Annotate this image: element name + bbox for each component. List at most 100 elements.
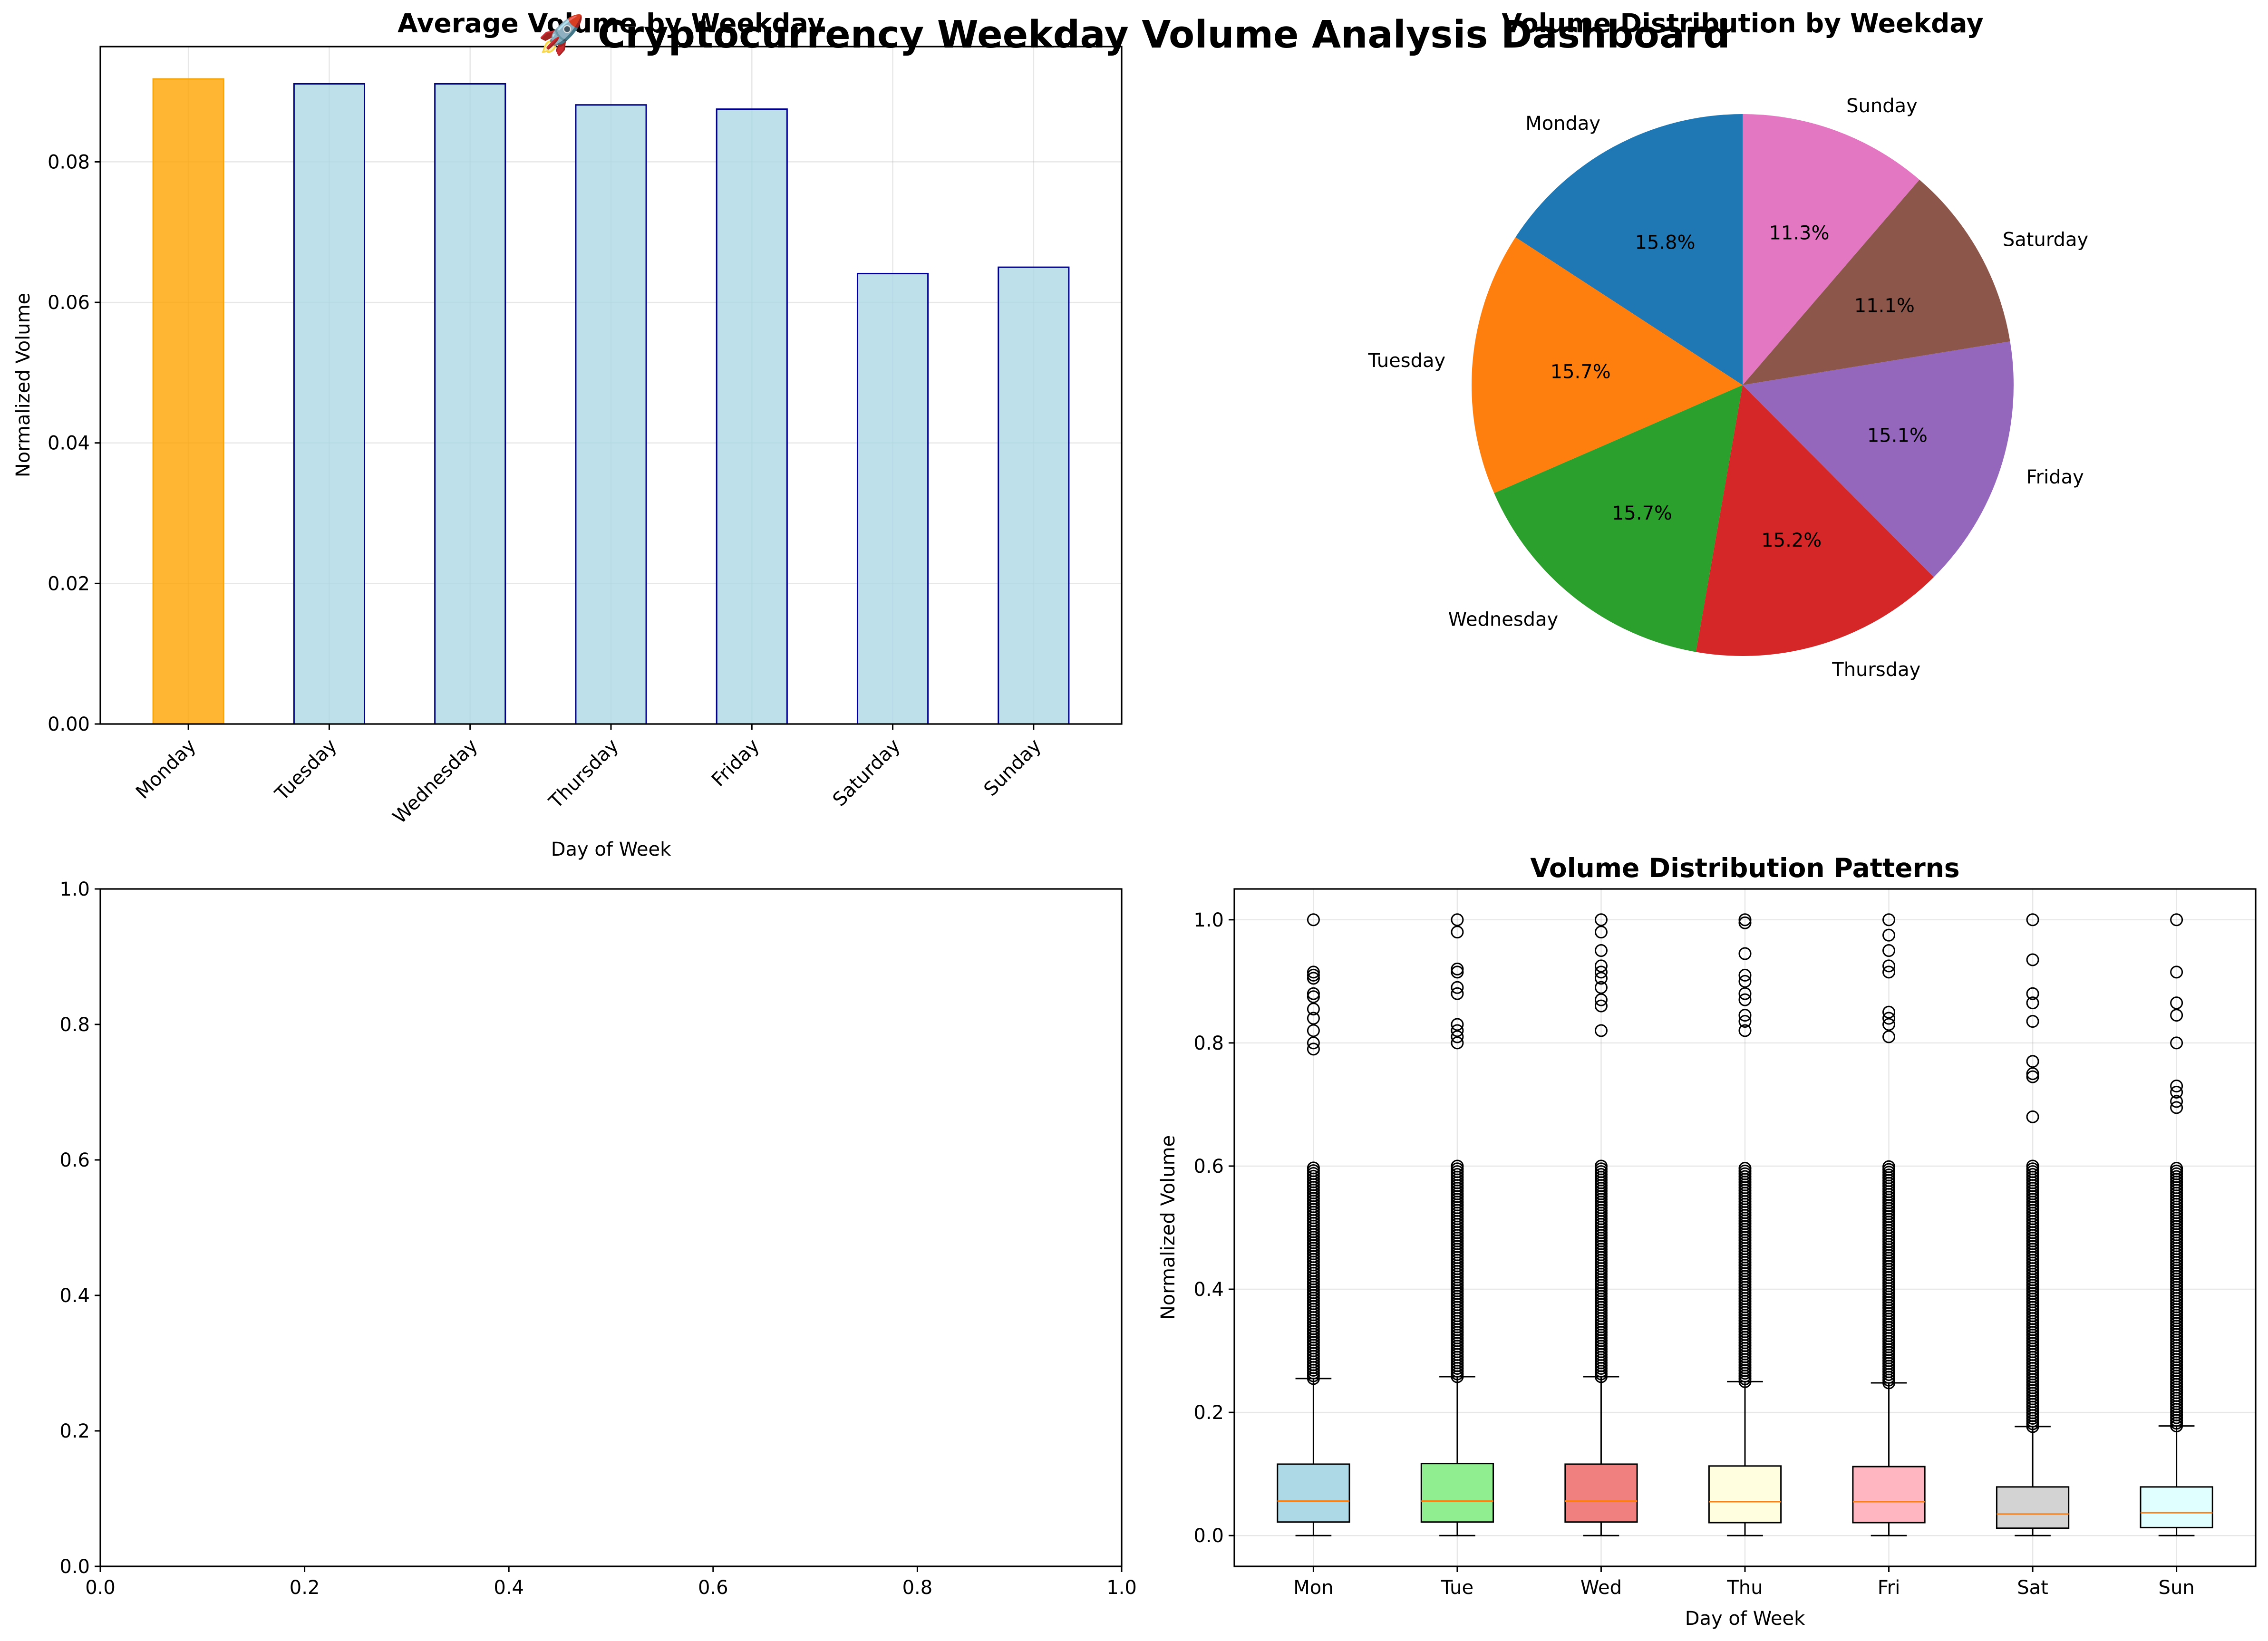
box-outlier [1738, 1009, 1752, 1022]
box-outlier [1307, 1036, 1320, 1050]
box-outlier [1882, 913, 1896, 927]
pie-percent-label: 15.2% [1761, 530, 1822, 551]
pie-slice-friday [1743, 341, 2014, 578]
box-plot-xtick-label: Thu [1726, 1577, 1763, 1599]
bar-chart-xtick-label: Wednesday [389, 735, 482, 828]
box-plot-ytick-label: 0.6 [1193, 1156, 1224, 1178]
empty-axes-ytick-label: 1.0 [59, 878, 90, 900]
box-outlier [1594, 944, 1608, 957]
box-plot-ytick-label: 0.2 [1193, 1402, 1224, 1424]
box-outlier [1738, 913, 1752, 927]
box-outlier [2170, 1036, 2183, 1050]
pie-category-label: Saturday [2003, 229, 2088, 251]
box-iqr [1564, 1463, 1638, 1523]
box-outlier [2026, 987, 2039, 1000]
empty-axes-xtick-label: 0.2 [290, 1577, 320, 1599]
pie-category-label: Wednesday [1448, 609, 1559, 631]
box-plot-xtick-label: Sat [2017, 1577, 2048, 1599]
box-outlier [1451, 1024, 1464, 1037]
box-outlier [2026, 1055, 2039, 1068]
empty-axes-xtick-label: 0.8 [902, 1577, 933, 1599]
box-tue [1420, 913, 1494, 1536]
box-outlier [2170, 1080, 2183, 1093]
box-plot-xtick-label: Tue [1441, 1577, 1473, 1599]
box-outlier [1738, 987, 1752, 1000]
dashboard-title: 🚀 Cryptocurrency Weekday Volume Analysis… [538, 13, 1730, 57]
pie-slice-monday [1515, 114, 1743, 385]
box-outlier [2170, 965, 2183, 979]
box-sat [1996, 913, 2070, 1536]
pie-chart-title: Volume Distribution by Weekday [1502, 8, 1983, 39]
box-thu [1708, 913, 1782, 1536]
box-outlier [1738, 975, 1752, 988]
box-outlier [2170, 1095, 2183, 1108]
box-plot-title: Volume Distribution Patterns [1530, 853, 1959, 883]
bar-chart-xtick-label: Thursday [544, 735, 623, 813]
bar-chart-xtick-label: Friday [708, 735, 764, 791]
bar-chart-ylabel: Normalized Volume [12, 293, 34, 477]
pie-category-label: Friday [2026, 466, 2084, 488]
box-iqr [1420, 1463, 1494, 1523]
bar-friday [716, 108, 788, 725]
bar-chart-panel: 0.00 0.02 0.04 0.06 0.08 Monday Tuesday Wednes… [12, 8, 1123, 860]
pie-category-label: Tuesday [1367, 350, 1445, 372]
box-outlier [2170, 1086, 2183, 1099]
box-plot-xtick-label: Wed [1580, 1577, 1622, 1599]
box-outlier [2026, 996, 2039, 1010]
box-outlier [1738, 1015, 1752, 1028]
box-plot-ytick-label: 1.0 [1193, 909, 1224, 931]
box-fri [1852, 913, 1926, 1536]
box-iqr [2140, 1486, 2213, 1528]
bar-chart-ytick-label: 0.02 [48, 573, 90, 595]
empty-axes-xtick-label: 0.6 [698, 1577, 728, 1599]
bar-chart-ytick-label: 0.04 [48, 433, 90, 454]
box-outlier [1594, 1024, 1608, 1037]
box-outlier [1738, 993, 1752, 1006]
box-plot-xtick-label: Sun [2159, 1577, 2195, 1599]
empty-axes-xtick-label: 0.4 [494, 1577, 524, 1599]
bar-chart-xlabel: Day of Week [551, 839, 671, 860]
pie-percent-label: 15.7% [1612, 502, 1672, 524]
box-outlier [1594, 981, 1608, 994]
box-outlier [1307, 1024, 1320, 1037]
box-outlier [1594, 965, 1608, 979]
box-plot-ytick-label: 0.8 [1193, 1033, 1224, 1054]
box-plot-xtick-label: Mon [1293, 1577, 1333, 1599]
empty-axes-frame [99, 888, 1123, 1567]
box-outlier [1738, 916, 1752, 929]
box-outlier [1594, 972, 1608, 985]
bar-monday [152, 78, 224, 725]
empty-axes-panel: 0.0 0.2 0.4 0.6 0.8 1.0 0.0 0.2 0.4 0.6 0.8 1.0 [59, 878, 1136, 1599]
box-wed [1564, 913, 1638, 1536]
bar-sunday [998, 266, 1070, 725]
box-outlier [1882, 1012, 1896, 1025]
box-outlier [1451, 913, 1464, 927]
box-outlier [2170, 1161, 2183, 1175]
box-outlier [1451, 965, 1464, 979]
box-iqr [1996, 1486, 2070, 1529]
box-plot-xlabel: Day of Week [1685, 1608, 1805, 1630]
box-outlier [1307, 1012, 1320, 1025]
box-mon [1277, 913, 1350, 1536]
bar-chart-ytick-label: 0.06 [48, 292, 90, 314]
box-outlier [1738, 947, 1752, 960]
box-outlier [1882, 1160, 1896, 1173]
box-outlier [1451, 987, 1464, 1000]
box-plot-ylabel: Normalized Volume [1157, 1135, 1179, 1320]
box-outlier [1882, 1018, 1896, 1031]
box-outlier [2026, 1015, 2039, 1028]
box-outlier [1882, 1005, 1896, 1019]
box-outlier [1451, 962, 1464, 975]
bar-saturday [856, 272, 929, 725]
box-outlier [1594, 993, 1608, 1006]
box-outlier [1738, 968, 1752, 982]
box-outlier [2026, 1070, 2039, 1083]
pie-slice-saturday [1743, 179, 2010, 385]
bar-tuesday [293, 83, 366, 725]
empty-axes-xtick-label: 0.0 [85, 1577, 116, 1599]
pie-percent-label: 15.1% [1867, 425, 1928, 446]
box-outlier [2170, 913, 2183, 927]
pie-percent-label: 11.3% [1769, 222, 1829, 244]
box-outlier [1882, 959, 1896, 973]
